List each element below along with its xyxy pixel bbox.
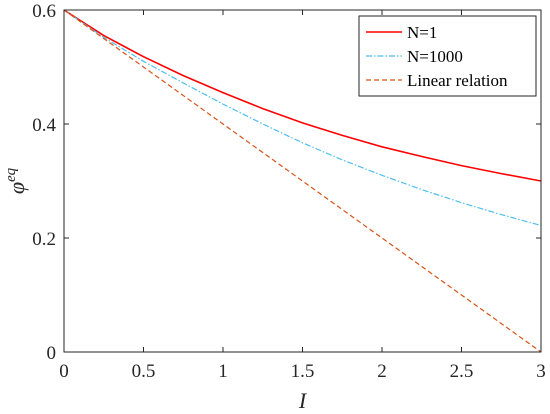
legend: N=1 N=1000 Linear relation [358, 15, 537, 97]
x-tick-label: 0 [59, 361, 69, 382]
legend-label: Linear relation [407, 71, 508, 90]
x-tick-label: 1 [218, 361, 228, 382]
y-axis-label-main: φ [4, 182, 29, 194]
x-tick-label: 2 [377, 361, 387, 382]
y-tick-label: 0.6 [32, 1, 56, 22]
x-tick-label: 0.5 [132, 361, 156, 382]
series-layer [63, 9, 542, 353]
series-line [63, 9, 542, 182]
series-line [63, 9, 542, 353]
legend-box [358, 15, 537, 97]
x-tick-label: 3 [536, 361, 546, 382]
ticks-layer: 0 0.5 1 1.5 2 2.5 3 0 0.2 0.4 0.6 [32, 1, 546, 382]
legend-label: N=1 [407, 23, 437, 42]
y-tick-label: 0.4 [32, 115, 56, 136]
y-tick-label: 0 [47, 343, 57, 364]
y-axis-label: φeq [3, 167, 29, 194]
x-tick-label: 1.5 [291, 361, 315, 382]
legend-label: N=1000 [407, 47, 463, 66]
y-axis-label-superscript: eq [3, 167, 19, 182]
x-tick-label: 2.5 [450, 361, 474, 382]
y-tick-label: 0.2 [32, 229, 56, 250]
x-axis-label: I [298, 388, 308, 413]
series-line [63, 9, 542, 227]
legend-items: N=1 N=1000 Linear relation [366, 23, 508, 90]
